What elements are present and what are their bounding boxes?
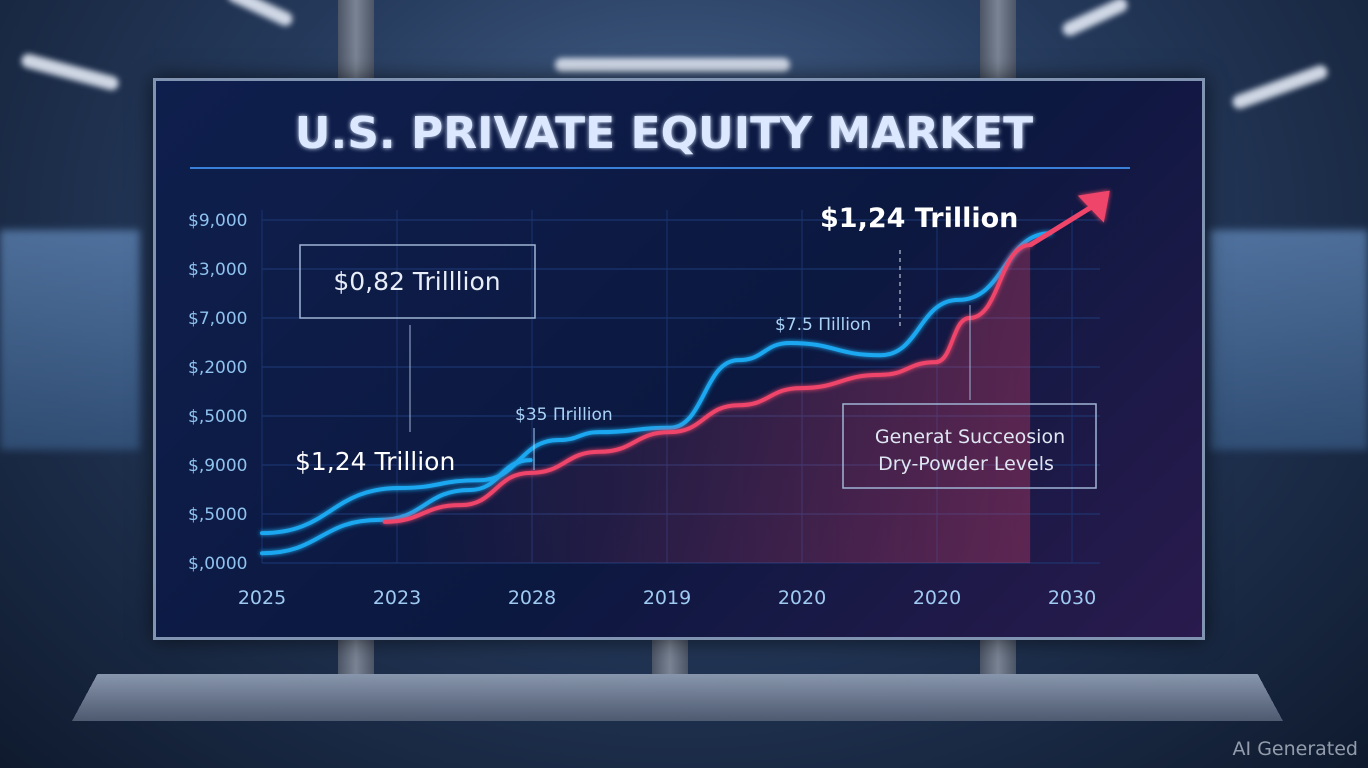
y-tick-label: $9,000 [188, 211, 247, 231]
y-tick-label: $3,000 [188, 260, 247, 280]
annotation-label: $1,24 Trillion [295, 447, 455, 476]
screen-post [338, 634, 374, 679]
y-tick-label: $,2000 [188, 358, 247, 378]
office-window [1210, 230, 1368, 450]
x-tick-label: 2020 [913, 587, 961, 609]
annotation-label: $7.5 Πillion [775, 315, 871, 335]
arrow-head-icon [1077, 190, 1110, 223]
screen-post [652, 634, 688, 679]
annotation-label: $35 Πrillion [515, 405, 613, 425]
ceiling-light [555, 58, 790, 72]
red-series-area [384, 244, 1031, 564]
annotation-label: $0,82 Trilllion [333, 267, 500, 296]
annotation-label: $1,24 Trillion [820, 203, 1018, 234]
y-tick-label: $7,000 [188, 309, 247, 329]
blue-upper-line [260, 231, 1053, 536]
office-window [0, 230, 140, 450]
legend-box [842, 403, 1097, 489]
annotation-box [299, 244, 536, 319]
screen-post [980, 0, 1016, 80]
screen-post [980, 634, 1016, 679]
x-tick-label: 2025 [238, 587, 286, 609]
legend-line-2: Dry-Powder Levels [878, 453, 1054, 475]
x-tick-label: 2023 [373, 587, 421, 609]
y-tick-label: $,0000 [188, 554, 247, 574]
x-tick-label: 2020 [778, 587, 826, 609]
legend-line-1: Generat Succeosion [875, 426, 1065, 448]
x-tick-label: 2019 [643, 587, 691, 609]
x-tick-label: 2030 [1048, 587, 1096, 609]
x-tick-label: 2028 [508, 587, 556, 609]
blue-lower-line [260, 458, 533, 556]
chart-title: U.S. PRIVATE EQUITY MARKET [295, 108, 1033, 159]
screen-post [338, 0, 374, 80]
red-line [382, 242, 1033, 524]
y-tick-label: $,9000 [188, 456, 247, 476]
watermark: AI Generated [1232, 738, 1358, 760]
y-tick-label: $,5000 [188, 407, 247, 427]
y-tick-label: $,5000 [188, 505, 247, 525]
